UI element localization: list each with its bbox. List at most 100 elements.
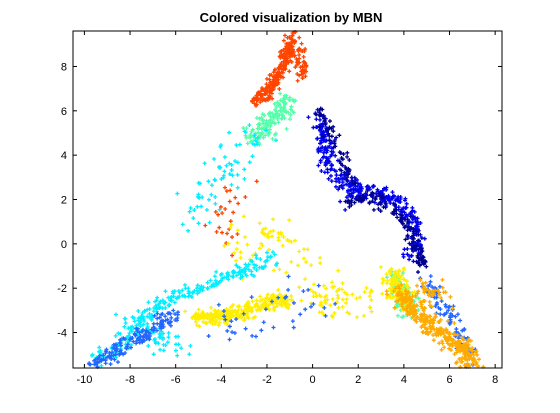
data-point <box>470 345 475 350</box>
data-point <box>108 362 113 367</box>
data-point <box>325 297 330 302</box>
data-point <box>446 308 451 313</box>
data-point <box>445 319 450 324</box>
data-point <box>273 107 278 112</box>
data-point <box>268 88 273 93</box>
data-point <box>234 273 239 278</box>
data-point <box>225 323 230 328</box>
data-point <box>390 194 395 199</box>
data-point <box>306 287 311 292</box>
data-point <box>204 207 209 212</box>
data-point <box>353 184 358 189</box>
points-layer <box>87 30 486 369</box>
data-point <box>250 259 255 264</box>
data-point <box>347 157 352 162</box>
data-point <box>367 305 372 310</box>
data-point <box>147 306 152 311</box>
data-point <box>438 317 443 322</box>
data-point <box>452 332 457 337</box>
data-point <box>475 353 480 358</box>
data-point <box>318 261 323 266</box>
data-point <box>317 110 322 115</box>
data-point <box>243 235 248 240</box>
data-point <box>457 356 462 361</box>
data-point <box>249 295 254 300</box>
data-point <box>408 214 413 219</box>
data-point <box>300 76 305 81</box>
data-point <box>272 252 277 257</box>
data-point <box>399 273 404 278</box>
data-point <box>309 301 314 306</box>
data-point <box>244 273 249 278</box>
data-point <box>109 357 114 362</box>
data-point <box>250 154 255 159</box>
data-point <box>274 301 279 306</box>
x-tick-label: 8 <box>492 374 498 386</box>
data-point <box>227 324 232 329</box>
data-point <box>444 337 449 342</box>
data-point <box>280 55 285 60</box>
data-point <box>140 329 145 334</box>
data-point <box>393 286 398 291</box>
data-point <box>212 308 217 313</box>
data-point <box>305 247 310 252</box>
data-point <box>321 154 326 159</box>
data-point <box>271 325 276 330</box>
data-point <box>407 257 412 262</box>
data-point <box>218 204 223 209</box>
data-point <box>136 337 141 342</box>
data-point <box>175 312 180 317</box>
data-point <box>373 196 378 201</box>
data-point <box>107 350 112 355</box>
data-point <box>302 61 307 66</box>
data-point <box>276 120 281 125</box>
data-point <box>219 271 224 276</box>
data-point <box>322 305 327 310</box>
data-point <box>404 201 409 206</box>
data-point <box>302 49 307 54</box>
data-point <box>257 265 262 270</box>
data-point <box>217 316 222 321</box>
data-point <box>421 317 426 322</box>
data-point <box>410 205 415 210</box>
data-point <box>343 164 348 169</box>
data-point <box>272 101 277 106</box>
x-tick-label: -8 <box>125 374 135 386</box>
data-point <box>452 352 457 357</box>
data-point <box>267 73 272 78</box>
data-point <box>216 323 221 328</box>
data-point <box>403 217 408 222</box>
data-point <box>390 190 395 195</box>
data-point <box>427 314 432 319</box>
data-point <box>269 299 274 304</box>
data-point <box>242 176 247 181</box>
data-point <box>203 320 208 325</box>
data-point <box>325 160 330 165</box>
data-point <box>289 59 294 64</box>
data-point <box>145 326 150 331</box>
data-point <box>301 289 306 294</box>
data-point <box>110 350 115 355</box>
data-point <box>268 296 273 301</box>
data-point <box>400 271 405 276</box>
data-point <box>290 37 295 42</box>
data-point <box>329 179 334 184</box>
data-point <box>288 42 293 47</box>
data-point <box>418 277 423 282</box>
data-point <box>296 47 301 52</box>
data-point <box>314 117 319 122</box>
data-point <box>303 277 308 282</box>
x-tick-label: -6 <box>171 374 181 386</box>
data-point <box>247 135 252 140</box>
data-point <box>337 159 342 164</box>
data-point <box>192 208 197 213</box>
data-point <box>261 320 266 325</box>
data-point <box>169 315 174 320</box>
data-point <box>257 126 262 131</box>
data-point <box>243 262 248 267</box>
data-point <box>111 345 116 350</box>
data-point <box>225 231 230 236</box>
data-point <box>311 125 316 130</box>
data-point <box>322 147 327 152</box>
data-point <box>320 145 325 150</box>
